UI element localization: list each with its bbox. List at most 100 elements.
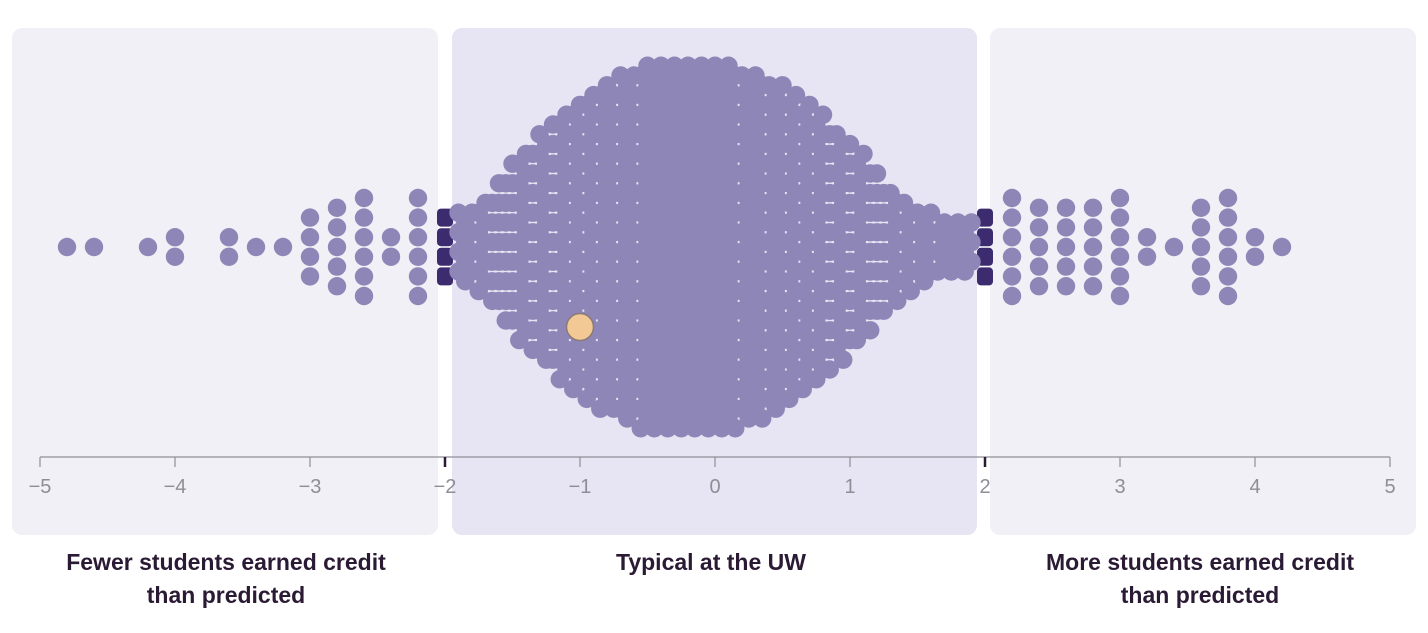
data-dot xyxy=(1218,188,1238,208)
threshold-dot xyxy=(437,247,453,266)
data-dot xyxy=(1056,257,1076,276)
data-dot xyxy=(327,198,347,217)
data-dot xyxy=(381,228,401,247)
data-dot xyxy=(165,247,185,266)
x-tick-label: −2 xyxy=(434,476,457,498)
data-dot xyxy=(408,188,428,208)
data-dot xyxy=(1191,198,1211,217)
data-dot xyxy=(354,247,374,266)
data-dot xyxy=(1029,237,1049,257)
data-dot xyxy=(1191,218,1211,237)
data-dot xyxy=(1191,237,1211,257)
data-dot xyxy=(1029,257,1049,276)
data-dot xyxy=(1056,198,1076,217)
threshold-dot xyxy=(437,208,453,227)
data-dot xyxy=(921,203,941,222)
data-dot xyxy=(327,277,347,296)
data-dot xyxy=(1002,267,1022,286)
data-dot xyxy=(1110,247,1130,266)
data-dot xyxy=(1137,247,1157,266)
data-dot xyxy=(1110,228,1130,247)
data-dot xyxy=(1083,237,1103,257)
data-dot xyxy=(861,321,880,340)
threshold-dot xyxy=(977,228,993,247)
data-dot xyxy=(1083,257,1103,276)
data-dot xyxy=(408,267,428,286)
x-tick-label: 3 xyxy=(1114,476,1125,498)
data-dot xyxy=(820,360,839,379)
caption-right: More students earned credit than predict… xyxy=(1045,549,1355,608)
data-dot xyxy=(753,409,772,428)
data-dot xyxy=(1002,208,1022,227)
threshold-dot xyxy=(977,208,993,227)
data-dot xyxy=(1056,218,1076,237)
data-dot xyxy=(1191,257,1211,276)
data-dot xyxy=(1245,247,1265,266)
region-background xyxy=(12,28,438,535)
threshold-dot xyxy=(437,228,453,247)
data-dot xyxy=(327,237,347,257)
data-dot xyxy=(840,134,860,154)
data-dot xyxy=(1110,188,1130,208)
caption-middle: Typical at the UW xyxy=(616,549,806,575)
data-dot xyxy=(300,267,320,286)
data-dot xyxy=(408,228,428,247)
data-dot xyxy=(1110,267,1130,286)
data-dot xyxy=(874,301,893,320)
data-dot xyxy=(726,419,745,438)
data-dot xyxy=(1245,228,1265,247)
data-dot xyxy=(57,237,77,257)
data-dot xyxy=(1002,247,1022,266)
dots-layer xyxy=(57,56,1292,438)
data-dot xyxy=(1110,208,1130,227)
x-tick-label: −3 xyxy=(299,476,322,498)
threshold-dot xyxy=(977,247,993,266)
data-dot xyxy=(1218,267,1238,286)
data-dot xyxy=(84,237,104,257)
data-dot xyxy=(408,286,428,306)
data-dot xyxy=(1110,286,1130,306)
data-dot xyxy=(786,85,806,105)
data-dot xyxy=(408,247,428,266)
data-dot xyxy=(138,237,158,257)
data-dot xyxy=(1218,286,1238,306)
data-dot xyxy=(300,247,320,266)
data-dot xyxy=(1218,208,1238,227)
x-tick-label: −1 xyxy=(569,476,592,498)
data-dot xyxy=(327,257,347,276)
data-dot xyxy=(354,267,374,286)
data-dot xyxy=(300,228,320,247)
data-dot xyxy=(867,164,887,183)
data-dot xyxy=(834,350,853,369)
x-tick-label: −4 xyxy=(164,476,187,498)
caption-left: Fewer students earned credit than predic… xyxy=(66,549,386,608)
data-dot xyxy=(1056,277,1076,296)
data-dot xyxy=(354,208,374,227)
data-dot xyxy=(219,228,239,247)
data-dot xyxy=(888,291,907,311)
data-dot xyxy=(246,237,266,257)
data-dot xyxy=(1083,218,1103,237)
data-dot xyxy=(1056,237,1076,257)
data-dot xyxy=(1002,228,1022,247)
data-dot xyxy=(1083,277,1103,296)
x-tick-label: 4 xyxy=(1249,476,1260,498)
data-dot xyxy=(381,247,401,266)
data-dot xyxy=(854,144,873,164)
data-dot xyxy=(1029,277,1049,296)
highlighted-dot xyxy=(565,312,595,342)
data-dot xyxy=(354,188,374,208)
data-dot xyxy=(1029,218,1049,237)
data-dot xyxy=(1029,198,1049,217)
threshold-dot xyxy=(437,267,453,286)
data-dot xyxy=(800,95,819,115)
data-dot xyxy=(813,105,833,124)
data-dot xyxy=(1191,277,1211,296)
data-dot xyxy=(773,76,792,95)
data-dot xyxy=(1218,247,1238,266)
x-tick-label: 0 xyxy=(709,476,720,498)
x-tick-label: 1 xyxy=(844,476,855,498)
x-tick-label: −5 xyxy=(29,476,52,498)
data-dot xyxy=(354,286,374,306)
